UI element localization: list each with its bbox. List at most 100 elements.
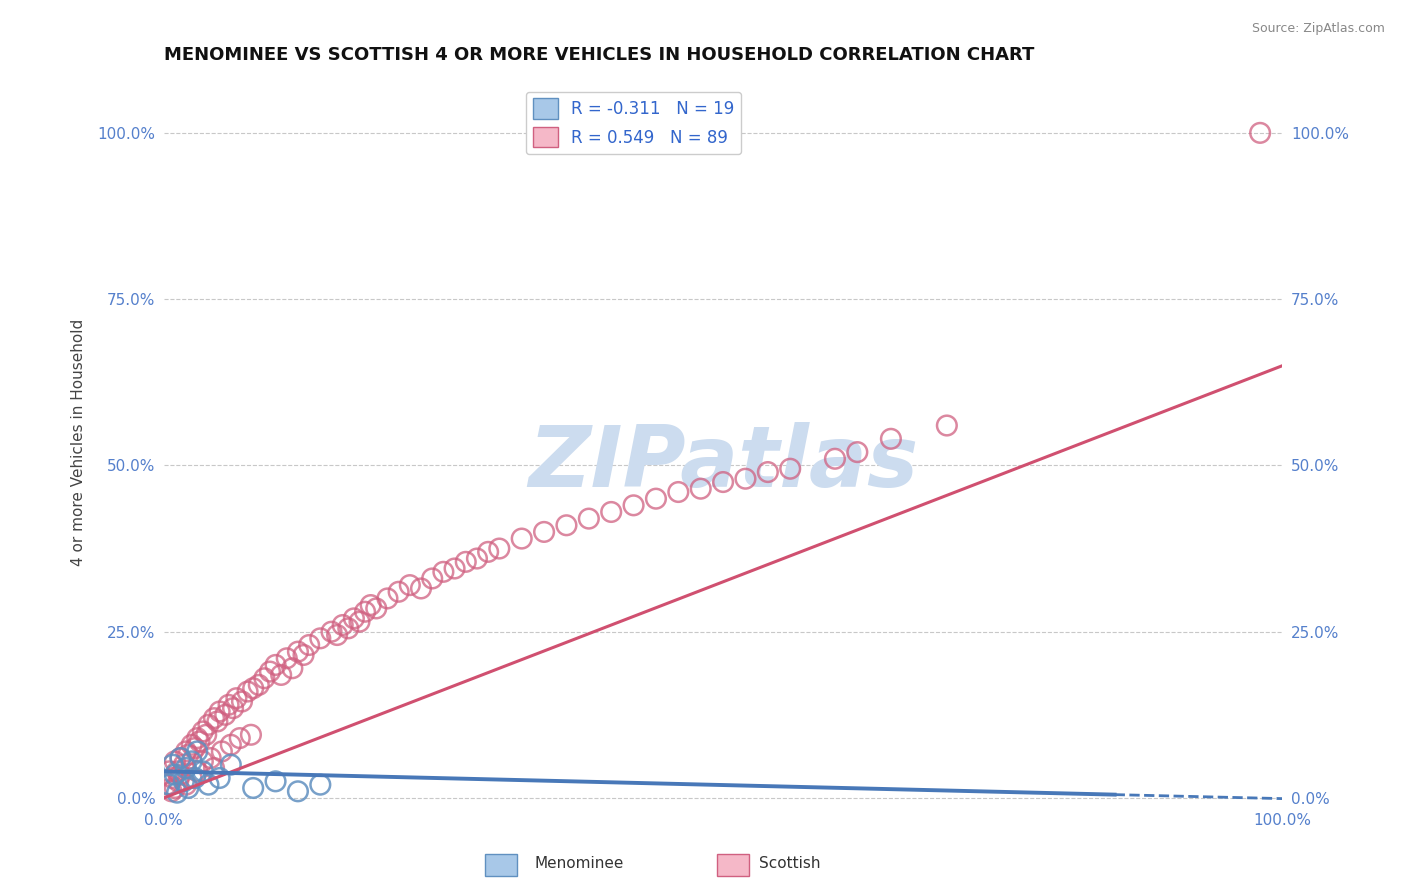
Point	[270, 668, 292, 682]
Point	[242, 780, 264, 795]
Point	[242, 681, 264, 696]
Point	[711, 475, 734, 489]
Point	[477, 545, 499, 559]
Point	[157, 764, 180, 779]
Point	[191, 724, 214, 739]
Point	[157, 778, 180, 792]
Point	[167, 774, 190, 789]
Point	[200, 751, 222, 765]
Point	[169, 751, 191, 765]
Point	[184, 741, 207, 756]
Point	[409, 582, 432, 596]
Point	[846, 445, 869, 459]
Point	[623, 499, 645, 513]
Point	[935, 418, 957, 433]
Point	[177, 780, 200, 795]
Point	[231, 694, 253, 708]
Point	[186, 764, 208, 779]
Point	[186, 731, 208, 745]
Point	[160, 784, 183, 798]
Text: Scottish: Scottish	[759, 856, 821, 871]
Point	[398, 578, 420, 592]
Point	[197, 778, 219, 792]
Point	[163, 780, 186, 795]
Point	[191, 755, 214, 769]
Point	[420, 572, 443, 586]
Point	[195, 728, 218, 742]
Point	[222, 701, 245, 715]
Point	[207, 714, 229, 729]
Point	[292, 648, 315, 662]
Point	[388, 584, 411, 599]
Point	[332, 618, 354, 632]
Point	[298, 638, 321, 652]
Point	[173, 774, 195, 789]
Point	[488, 541, 510, 556]
Point	[454, 555, 477, 569]
Point	[578, 511, 600, 525]
Point	[229, 731, 252, 745]
Point	[169, 767, 191, 781]
Point	[824, 451, 846, 466]
Point	[360, 598, 382, 612]
Point	[1249, 126, 1271, 140]
Point	[180, 771, 202, 785]
Point	[689, 482, 711, 496]
Point	[184, 771, 207, 785]
Point	[162, 757, 184, 772]
Text: ZIPatlas: ZIPatlas	[529, 423, 918, 506]
Point	[600, 505, 623, 519]
Point	[173, 757, 195, 772]
Point	[259, 665, 281, 679]
Point	[756, 465, 779, 479]
Point	[180, 755, 202, 769]
Point	[880, 432, 903, 446]
Point	[645, 491, 668, 506]
Point	[309, 778, 332, 792]
Text: Menominee: Menominee	[534, 856, 624, 871]
Point	[180, 738, 202, 752]
Point	[166, 786, 188, 800]
Point	[197, 718, 219, 732]
Point	[163, 767, 186, 781]
Point	[163, 755, 186, 769]
Point	[162, 771, 184, 785]
Point	[174, 778, 197, 792]
Point	[287, 784, 309, 798]
Point	[349, 615, 371, 629]
Point	[219, 738, 242, 752]
Point	[236, 684, 259, 698]
Point	[343, 611, 366, 625]
Text: Source: ZipAtlas.com: Source: ZipAtlas.com	[1251, 22, 1385, 36]
Point	[174, 744, 197, 758]
Point	[177, 747, 200, 762]
Point	[432, 565, 454, 579]
Point	[465, 551, 488, 566]
Point	[174, 761, 197, 775]
Point	[309, 632, 332, 646]
Point	[169, 751, 191, 765]
Point	[191, 764, 214, 779]
Point	[186, 744, 208, 758]
Text: MENOMINEE VS SCOTTISH 4 OR MORE VEHICLES IN HOUSEHOLD CORRELATION CHART: MENOMINEE VS SCOTTISH 4 OR MORE VEHICLES…	[163, 46, 1033, 64]
Point	[354, 605, 377, 619]
Point	[734, 472, 756, 486]
Point	[321, 624, 343, 639]
Point	[225, 691, 247, 706]
Point	[253, 671, 276, 685]
Point	[264, 774, 287, 789]
Point	[264, 657, 287, 672]
Legend: R = -0.311   N = 19, R = 0.549   N = 89: R = -0.311 N = 19, R = 0.549 N = 89	[526, 92, 741, 154]
Point	[214, 707, 236, 722]
Point	[202, 761, 225, 775]
Point	[533, 524, 555, 539]
Point	[239, 728, 262, 742]
Point	[443, 561, 465, 575]
Point	[779, 461, 801, 475]
Point	[366, 601, 388, 615]
Point	[208, 771, 231, 785]
Point	[326, 628, 349, 642]
Point	[377, 591, 399, 606]
Point	[166, 764, 188, 779]
Point	[211, 744, 233, 758]
